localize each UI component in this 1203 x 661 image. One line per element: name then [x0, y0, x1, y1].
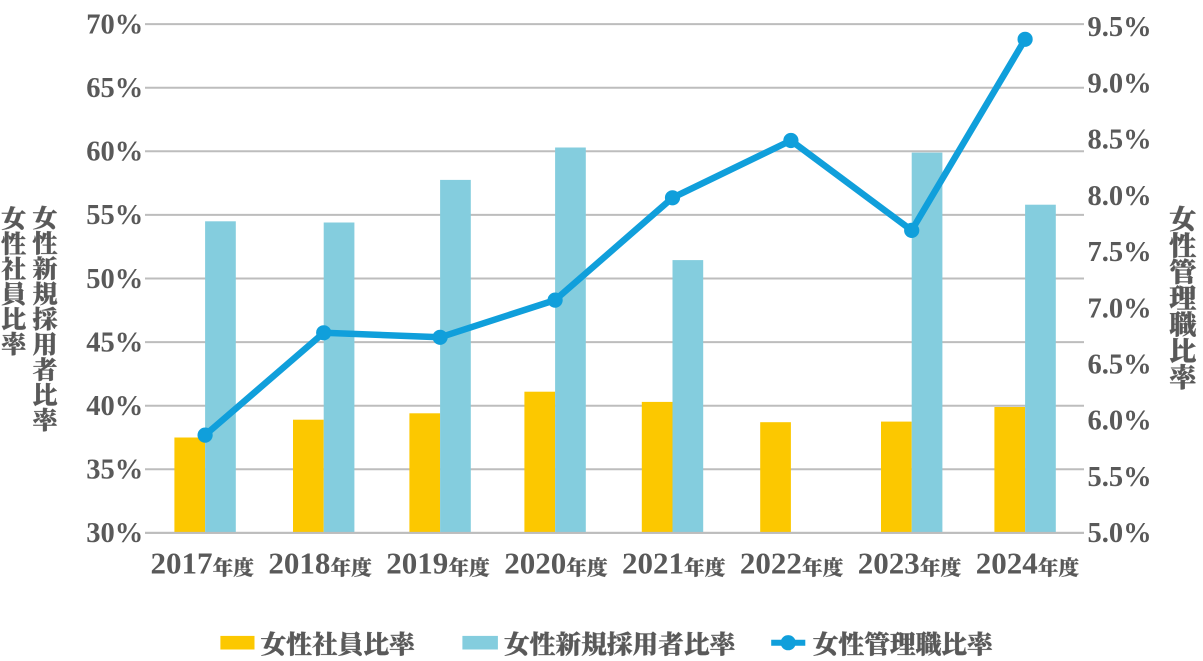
svg-text:2017: 2017 — [151, 546, 213, 581]
svg-text:2023: 2023 — [858, 546, 920, 581]
svg-text:2021: 2021 — [622, 546, 684, 581]
svg-text:2019: 2019 — [386, 546, 448, 581]
svg-text:9.0%: 9.0% — [1088, 68, 1152, 99]
svg-text:35%: 35% — [86, 455, 143, 486]
svg-text:30%: 30% — [86, 518, 143, 549]
svg-text:8.0%: 8.0% — [1088, 181, 1152, 212]
svg-text:60%: 60% — [86, 137, 143, 168]
svg-text:55%: 55% — [86, 200, 143, 231]
svg-text:7.0%: 7.0% — [1088, 293, 1152, 324]
svg-text:6.5%: 6.5% — [1088, 350, 1152, 381]
svg-text:2022: 2022 — [740, 546, 802, 581]
svg-text:6.0%: 6.0% — [1088, 406, 1152, 437]
svg-text:5.0%: 5.0% — [1088, 518, 1152, 549]
svg-text:40%: 40% — [86, 391, 143, 422]
svg-text:2018: 2018 — [268, 546, 330, 581]
svg-text:50%: 50% — [86, 264, 143, 295]
svg-text:70%: 70% — [86, 9, 143, 40]
svg-text:8.5%: 8.5% — [1088, 125, 1152, 156]
svg-text:5.5%: 5.5% — [1088, 462, 1152, 493]
svg-text:9.5%: 9.5% — [1088, 12, 1152, 43]
svg-text:7.5%: 7.5% — [1088, 237, 1152, 268]
svg-text:65%: 65% — [86, 73, 143, 104]
svg-text:2020: 2020 — [504, 546, 566, 581]
svg-text:45%: 45% — [86, 327, 143, 358]
svg-text:2024: 2024 — [976, 546, 1038, 581]
